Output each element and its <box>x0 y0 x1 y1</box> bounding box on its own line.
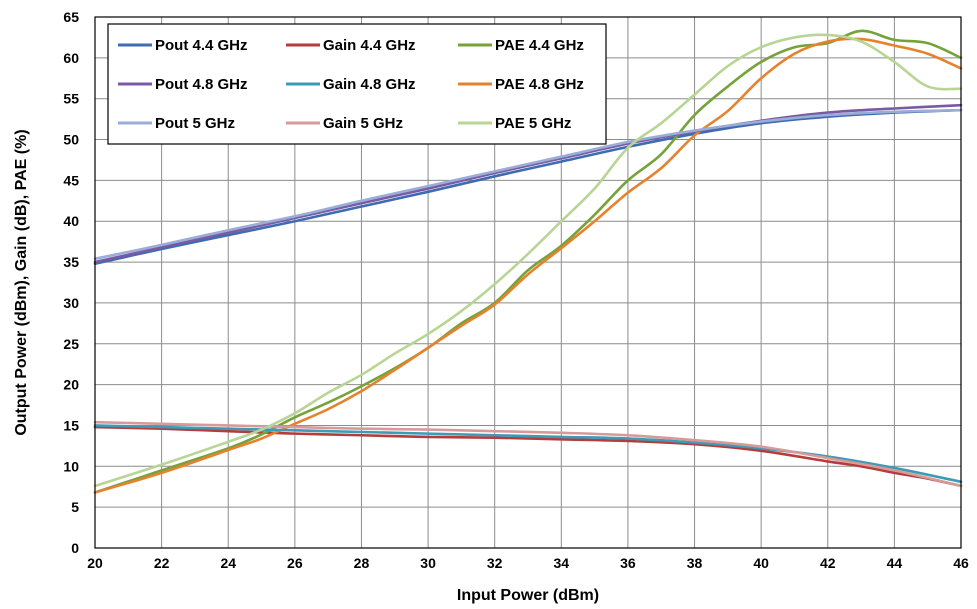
y-tick-label: 55 <box>63 91 79 107</box>
y-tick-label: 50 <box>63 132 79 148</box>
y-tick-label: 5 <box>71 499 79 515</box>
y-tick-label: 15 <box>63 417 79 433</box>
legend-item: Pout 4.8 GHz <box>118 76 248 93</box>
y-axis-title: Output Power (dBm), Gain (dB), PAE (%) <box>13 129 30 435</box>
x-tick-label: 34 <box>554 555 570 571</box>
legend-item: Gain 4.8 GHz <box>286 76 416 93</box>
y-tick-label: 40 <box>63 213 79 229</box>
x-tick-label: 38 <box>687 555 703 571</box>
x-tick-label: 28 <box>354 555 370 571</box>
x-axis-title: Input Power (dBm) <box>457 587 599 604</box>
series-line-gain-5-ghz <box>93 420 963 488</box>
y-tick-label: 0 <box>71 540 79 556</box>
legend-label: Gain 4.4 GHz <box>323 37 416 54</box>
legend-label: PAE 4.4 GHz <box>495 37 584 54</box>
x-tick-label: 36 <box>620 555 636 571</box>
x-tick-label: 26 <box>287 555 303 571</box>
x-tick-label: 42 <box>820 555 836 571</box>
series-layer <box>93 29 963 494</box>
x-tick-label: 32 <box>487 555 503 571</box>
legend-label: Pout 4.4 GHz <box>155 37 248 54</box>
y-tick-label: 35 <box>63 254 79 270</box>
x-tick-label: 22 <box>154 555 170 571</box>
x-tick-label: 44 <box>887 555 903 571</box>
legend-item: Pout 4.4 GHz <box>118 37 248 54</box>
series-line-pout-4-4-ghz <box>93 108 963 266</box>
series-line-pout-4-8-ghz <box>93 103 963 264</box>
series-line-pae-5-ghz <box>93 33 963 488</box>
legend-label: Pout 4.8 GHz <box>155 76 248 93</box>
legend-label: PAE 5 GHz <box>495 115 571 132</box>
legend-item: PAE 5 GHz <box>458 115 571 132</box>
legend-label: PAE 4.8 GHz <box>495 76 584 93</box>
y-tick-label: 20 <box>63 377 79 393</box>
legend: Pout 4.4 GHz Gain 4.4 GHz PAE 4.4 GHz Pout … <box>107 23 607 145</box>
y-tick-label: 60 <box>63 50 79 66</box>
series-line-pout-5-ghz <box>93 108 963 261</box>
x-tick-label: 20 <box>87 555 103 571</box>
y-tick-label: 65 <box>63 9 79 25</box>
x-tick-label: 40 <box>753 555 769 571</box>
y-tick-label: 45 <box>63 172 79 188</box>
x-tick-label: 24 <box>220 555 236 571</box>
legend-item: PAE 4.4 GHz <box>458 37 584 54</box>
series-line-pae-4-8-ghz <box>93 37 963 494</box>
series-line-gain-4-8-ghz <box>93 424 963 484</box>
legend-box <box>107 23 607 145</box>
legend-item: Gain 4.4 GHz <box>286 37 416 54</box>
legend-item: Pout 5 GHz <box>118 115 235 132</box>
plot-frame <box>94 16 962 549</box>
x-tick-label: 30 <box>420 555 436 571</box>
legend-item: Gain 5 GHz <box>286 115 403 132</box>
y-tick-label: 10 <box>63 458 79 474</box>
legend-label: Gain 5 GHz <box>323 115 403 132</box>
legend-label: Pout 5 GHz <box>155 115 235 132</box>
legend-label: Gain 4.8 GHz <box>323 76 416 93</box>
y-tick-label: 25 <box>63 336 79 352</box>
series-line-pae-4-4-ghz <box>93 29 963 494</box>
y-tick-label: 30 <box>63 295 79 311</box>
tick-layer: 20 22 24 26 28 30 32 34 36 38 40 42 44 46 0 5 10 15 20 25 30… <box>63 9 969 571</box>
legend-item: PAE 4.8 GHz <box>458 76 584 93</box>
x-tick-label: 46 <box>953 555 969 571</box>
